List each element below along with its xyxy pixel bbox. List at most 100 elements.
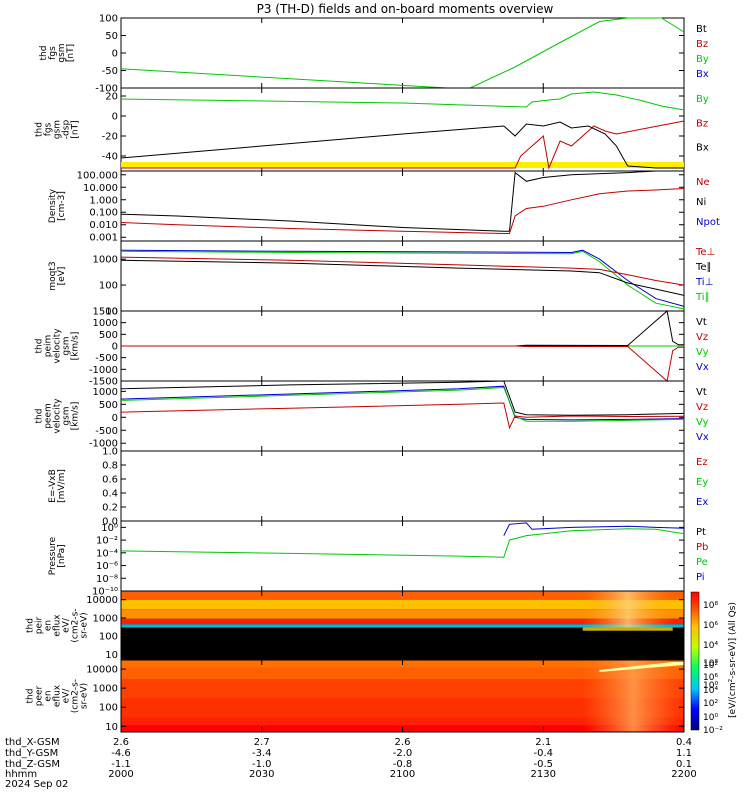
y-axis-label: (cm2-s- (71, 679, 81, 713)
y-tick-label: 0.8 (102, 461, 118, 472)
x-row-value: 2100 (390, 769, 415, 780)
y-tick-label: -100 (95, 84, 118, 95)
y-axis-label: [eV] (57, 267, 67, 286)
y-tick-label: -1500 (89, 377, 118, 388)
y-tick-label: 10⁻⁴ (96, 548, 118, 559)
legend-entry: By (696, 54, 709, 65)
colorbar-tick: 10⁴ (703, 641, 718, 651)
y-tick-label: 1000 (93, 684, 118, 695)
series-line-red (121, 345, 684, 382)
spectrogram-band-2 (121, 667, 684, 680)
y-axis-label: sr-eV) (80, 612, 90, 638)
panel-6: 1000 500 0 -500 -1000 thd peem velocity gsm [km/s… (35, 380, 709, 452)
y-axis-label: (cm2-s- (71, 608, 81, 642)
y-axis-label: eV/ (62, 617, 72, 633)
spectrogram-band-2 (121, 599, 684, 610)
spectrogram-enhancement (582, 660, 684, 732)
series-line-black (120, 170, 684, 232)
y-tick-label: 0 (112, 49, 118, 60)
panel-2: 20 0 -20 -40 thd fgs gsm -dsp [nT] By Bz Bx (35, 87, 709, 172)
y-axis-label: eflux (53, 614, 63, 637)
colorbar: 10⁸ 10⁶ 10⁴ 10² 10⁰ 10⁸ 10⁶ 10⁴ 10² 10⁰ 10⁻² [eV/(c… (690, 591, 738, 736)
x-row-value: 0.4 (676, 737, 692, 748)
legend-entry: Vz (696, 402, 708, 413)
x-row-value: 2.1 (535, 737, 551, 748)
y-tick-label: 0 (112, 342, 118, 353)
x-row-value: -0.5 (533, 759, 553, 770)
x-row-value: 2200 (671, 769, 696, 780)
x-row-value: 2.6 (113, 737, 129, 748)
y-axis-label: peem (44, 403, 54, 429)
y-axis-label: gsm (62, 336, 72, 355)
y-tick-label: 100 (99, 14, 118, 25)
colorbar-tick: 10² (703, 699, 718, 709)
spectrogram-band-6 (121, 627, 684, 631)
x-row-value: -0.4 (533, 748, 553, 759)
y-axis-label: sr-eV) (80, 683, 90, 709)
y-tick-label: 10⁻¹⁰ (92, 587, 118, 598)
y-tick-label: 100 (99, 703, 118, 714)
y-tick-label: 500 (99, 400, 118, 411)
y-axis-label: E=-VxB (48, 469, 58, 503)
series-line-blue (120, 249, 685, 307)
y-axis-label: thd (39, 46, 49, 61)
legend-entry: Bt (696, 24, 707, 35)
y-tick-label: 100 (99, 281, 118, 292)
y-tick-label: 10⁰ (101, 523, 118, 534)
y-tick-label: 10⁻⁶ (96, 561, 118, 572)
x-row-label: thd_Y-GSM (5, 748, 58, 759)
y-axis-label: velocity (53, 328, 63, 364)
series-line-red (120, 256, 685, 286)
legend-entry: Bx (696, 69, 709, 80)
y-axis-label: thd (35, 339, 45, 354)
panel-8: 10⁰ 10⁻²10⁻⁴ 10⁻⁶ 10⁻⁸ 10⁻¹⁰ Pressure [nPa] Pt P… (48, 520, 708, 598)
colorbar-gradient (690, 591, 700, 731)
colorbar-tick: 10⁴ (703, 686, 718, 696)
y-tick-label: 10 (105, 307, 118, 318)
x-row-value: -2.0 (393, 748, 413, 759)
y-tick-label: 500 (99, 330, 118, 341)
y-axis-label: [cm-3] (57, 191, 67, 221)
spectrogram-band-4 (121, 698, 684, 718)
spectrogram-feature (599, 662, 684, 672)
x-row-value: 1.1 (676, 748, 692, 759)
panel-9: 10000 1000 100 10 thd peir en eflux eV/(cm2-s-sr… (26, 590, 685, 661)
panel-7: 1.0 0.8 0.6 0.4 0.2 0.0 E=-VxB [mV/m] Ez Ey Ex (48, 447, 708, 528)
y-axis-label: [mV/m] (57, 469, 67, 503)
y-axis-label: en (44, 620, 54, 631)
y-tick-label: 0 (112, 112, 118, 123)
y-tick-label: 10.000 (83, 183, 118, 194)
x-date: 2024 Sep 02 (5, 779, 68, 790)
panel-1: 100 50 0 -50 -100 thd fgs gsm [nT] Bt Bz By Bx (39, 14, 709, 95)
y-axis-label: moqt3 (48, 261, 58, 290)
legend-entry: Vx (696, 362, 709, 373)
y-tick-label: 0.010 (89, 220, 118, 231)
y-tick-label: 1.0 (102, 447, 118, 458)
x-row-value: -0.8 (393, 759, 413, 770)
y-tick-label: 1500 (93, 307, 118, 318)
y-tick-label: 0 (112, 413, 118, 424)
y-axis-label: thd (35, 122, 45, 137)
y-tick-label: 0.2 (102, 503, 118, 514)
y-tick-label: 100.000 (77, 170, 118, 181)
legend-entry: Vt (696, 387, 707, 398)
legend-entry: Vt (696, 317, 707, 328)
y-axis-label: [nT] (66, 44, 76, 62)
y-tick-label: -20 (102, 132, 118, 143)
x-row-value: -4.6 (111, 748, 131, 759)
series-line-blue (120, 385, 685, 421)
y-tick-label: -1000 (89, 365, 118, 376)
series-line-blue (503, 522, 685, 536)
y-axis-label: gsm (57, 43, 67, 62)
colorbar-label: [eV/(cm²-s-sr-eV)] (All Qs) (728, 602, 738, 718)
legend-entry: Pe (696, 557, 708, 568)
y-axis-label: [nT] (71, 120, 81, 138)
legend-entry: Te⊥ (695, 247, 715, 258)
y-tick-label: 10000 (86, 595, 118, 606)
y-axis-label: gsm (62, 406, 72, 425)
x-row-label: hhmm (5, 769, 37, 780)
panel-frame (120, 17, 685, 89)
legend-entry: Pi (696, 572, 705, 583)
x-row-value: 2130 (531, 769, 556, 780)
